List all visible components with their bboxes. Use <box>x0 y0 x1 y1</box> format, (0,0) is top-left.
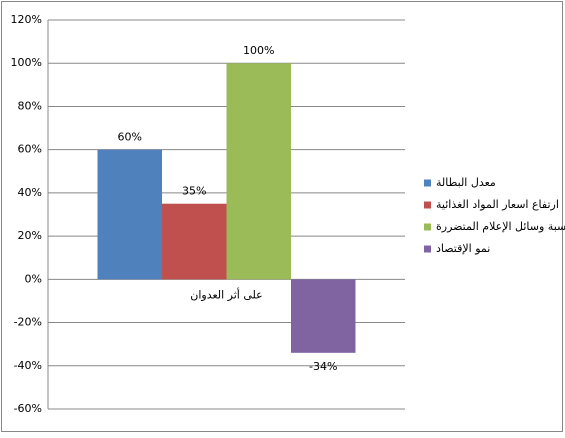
data-label: 35% <box>182 185 206 198</box>
y-tick-label: 0% <box>25 272 42 285</box>
legend-swatch <box>424 223 431 231</box>
legend-swatch <box>424 245 431 253</box>
bar <box>162 203 227 280</box>
bar <box>226 63 291 280</box>
data-label: 60% <box>118 131 142 144</box>
y-tick-label: 20% <box>18 229 42 242</box>
y-tick-label: -60% <box>14 402 42 415</box>
y-tick-label: -40% <box>14 359 42 372</box>
legend-label: ارتفاع اسعار المواد الغذائية <box>436 198 559 211</box>
legend-label: نسبة وسائل الإعلام المتضررة <box>436 220 565 233</box>
data-label: 100% <box>243 44 274 57</box>
legend-label: معدل البطالة <box>436 176 496 189</box>
legend-swatch <box>424 179 431 187</box>
y-tick-label: 120% <box>11 13 42 26</box>
x-tick-label: على أثر العدوان <box>190 287 263 301</box>
legend-label: نمو الإقتصاد <box>436 242 490 255</box>
y-tick-label: 40% <box>18 186 42 199</box>
y-tick-label: 100% <box>11 56 42 69</box>
y-tick-label: 60% <box>18 143 42 156</box>
y-tick-label: -20% <box>14 316 42 329</box>
y-tick-label: 80% <box>18 99 42 112</box>
legend-swatch <box>424 201 431 209</box>
bar <box>97 149 162 280</box>
bar <box>291 279 356 353</box>
data-label: -34% <box>309 360 337 373</box>
